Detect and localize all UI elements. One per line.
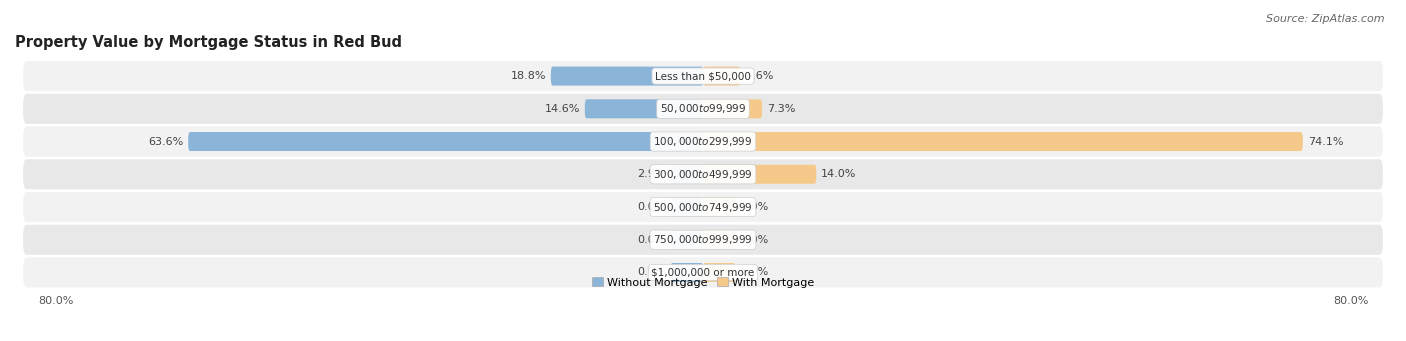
- FancyBboxPatch shape: [703, 99, 762, 118]
- Text: 7.3%: 7.3%: [766, 104, 796, 114]
- Text: $1,000,000 or more: $1,000,000 or more: [651, 267, 755, 278]
- FancyBboxPatch shape: [22, 159, 1384, 189]
- FancyBboxPatch shape: [703, 132, 1303, 151]
- FancyBboxPatch shape: [188, 132, 703, 151]
- FancyBboxPatch shape: [22, 225, 1384, 255]
- Text: Source: ZipAtlas.com: Source: ZipAtlas.com: [1267, 14, 1385, 24]
- Text: $300,000 to $499,999: $300,000 to $499,999: [654, 168, 752, 181]
- FancyBboxPatch shape: [703, 66, 740, 86]
- Text: $100,000 to $299,999: $100,000 to $299,999: [654, 135, 752, 148]
- Text: Property Value by Mortgage Status in Red Bud: Property Value by Mortgage Status in Red…: [15, 35, 402, 50]
- Text: 2.9%: 2.9%: [637, 169, 666, 179]
- Text: 18.8%: 18.8%: [510, 71, 546, 81]
- FancyBboxPatch shape: [671, 165, 703, 184]
- FancyBboxPatch shape: [22, 127, 1384, 157]
- FancyBboxPatch shape: [703, 165, 817, 184]
- FancyBboxPatch shape: [551, 66, 703, 86]
- FancyBboxPatch shape: [22, 192, 1384, 222]
- Text: 0.0%: 0.0%: [740, 202, 769, 212]
- FancyBboxPatch shape: [703, 197, 735, 217]
- Text: 14.6%: 14.6%: [544, 104, 579, 114]
- FancyBboxPatch shape: [703, 263, 735, 282]
- Text: 0.0%: 0.0%: [637, 267, 666, 278]
- FancyBboxPatch shape: [585, 99, 703, 118]
- FancyBboxPatch shape: [22, 61, 1384, 91]
- Text: 0.0%: 0.0%: [637, 202, 666, 212]
- Text: 4.6%: 4.6%: [745, 71, 773, 81]
- Text: $750,000 to $999,999: $750,000 to $999,999: [654, 233, 752, 246]
- Legend: Without Mortgage, With Mortgage: Without Mortgage, With Mortgage: [588, 272, 818, 292]
- FancyBboxPatch shape: [703, 230, 735, 249]
- Text: $50,000 to $99,999: $50,000 to $99,999: [659, 102, 747, 115]
- Text: 0.0%: 0.0%: [740, 267, 769, 278]
- Text: 0.0%: 0.0%: [637, 235, 666, 245]
- Text: $500,000 to $749,999: $500,000 to $749,999: [654, 201, 752, 213]
- Text: 74.1%: 74.1%: [1308, 136, 1343, 147]
- Text: 0.0%: 0.0%: [740, 235, 769, 245]
- FancyBboxPatch shape: [22, 94, 1384, 124]
- FancyBboxPatch shape: [671, 263, 703, 282]
- Text: 63.6%: 63.6%: [148, 136, 183, 147]
- Text: 14.0%: 14.0%: [821, 169, 856, 179]
- Text: Less than $50,000: Less than $50,000: [655, 71, 751, 81]
- FancyBboxPatch shape: [22, 257, 1384, 287]
- FancyBboxPatch shape: [671, 230, 703, 249]
- FancyBboxPatch shape: [671, 197, 703, 217]
